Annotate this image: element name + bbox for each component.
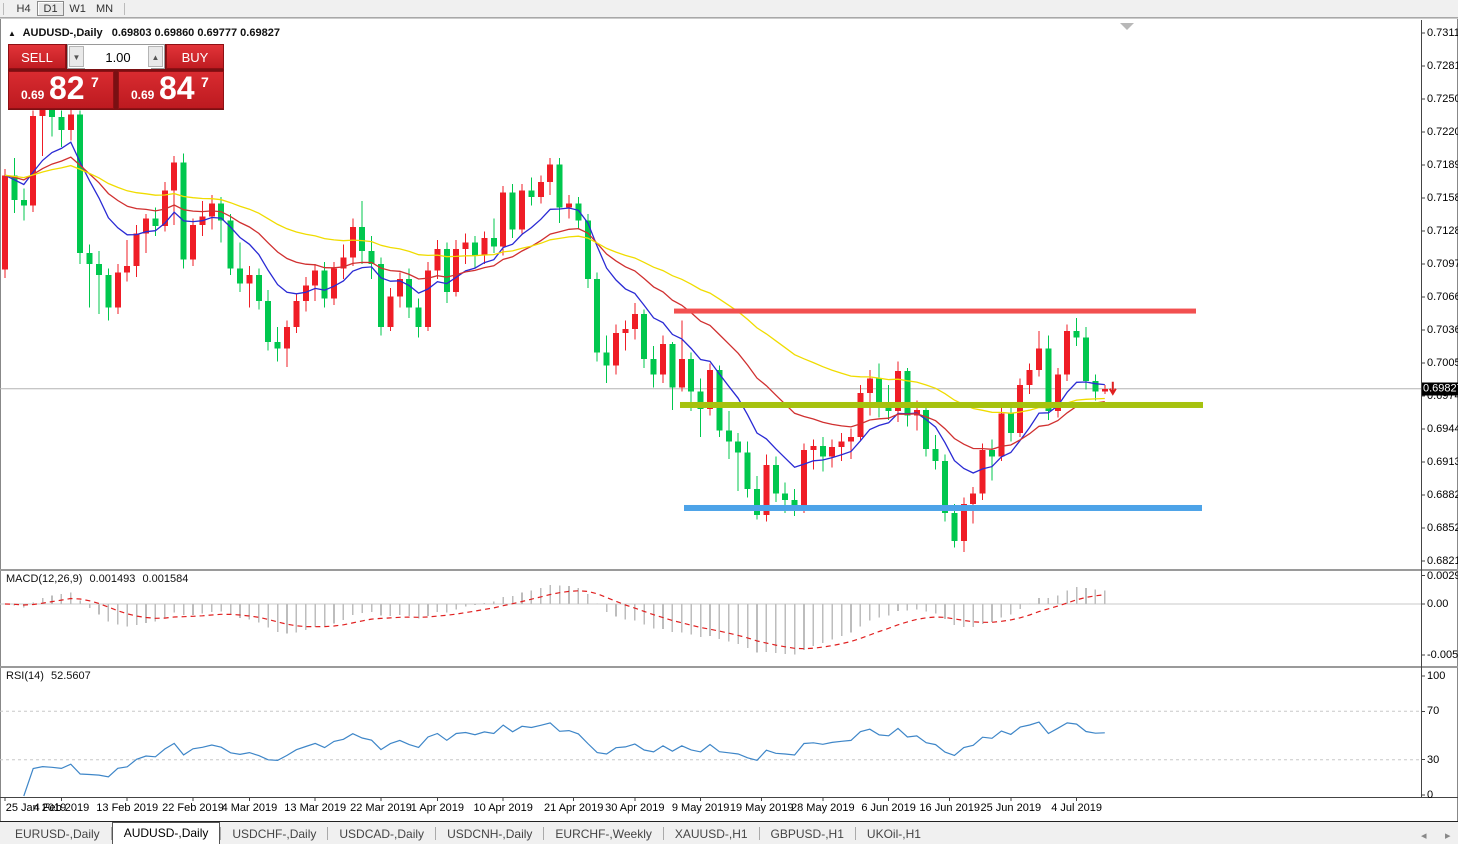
macd-value-signal: 0.001584: [142, 573, 189, 585]
chart-tab-UKOil-H1[interactable]: UKOil-,H1: [866, 827, 921, 841]
date-axis-label: 22 Mar 2019: [350, 802, 412, 814]
sell-price-pip: 7: [91, 74, 99, 90]
timeframe-button-W1[interactable]: W1: [69, 3, 86, 15]
collapse-triangle-icon[interactable]: ▲: [8, 29, 16, 38]
date-axis-label: 10 Apr 2019: [473, 802, 533, 814]
chart-tab-USDCNH-Daily[interactable]: USDCNH-,Daily: [447, 827, 533, 841]
chart-symbol-label: AUDUSD-,Daily: [22, 27, 103, 39]
macd-axis-label: 0.00: [1427, 598, 1449, 610]
tab-separator: [543, 827, 545, 840]
sell-price-main: 82: [49, 70, 85, 106]
chart-tab-AUDUSD-Daily[interactable]: AUDUSD-,Daily: [111, 822, 221, 844]
chart-tab-GBPUSD-H1[interactable]: GBPUSD-,H1: [770, 827, 844, 841]
macd-axis-label: -0.005256: [1427, 649, 1458, 661]
volume-decrease-icon[interactable]: ▼: [69, 46, 84, 67]
date-axis-label: 9 May 2019: [671, 802, 730, 814]
date-axis-label: 13 Mar 2019: [284, 802, 347, 814]
tab-scroll-left-icon[interactable]: ◂: [1421, 830, 1427, 842]
buy-button[interactable]: BUY: [166, 44, 224, 69]
rsi-label: RSI(14) 52.5607: [6, 670, 91, 682]
chart-caption: ▲ AUDUSD-,Daily 0.69803 0.69860 0.69777 …: [8, 27, 280, 39]
price-axis-label: 0.73115: [1427, 27, 1458, 39]
rsi-axis-label: 70: [1427, 705, 1440, 718]
date-axis-label: 4 Mar 2019: [221, 802, 278, 814]
macd-axis-label: 0.002984: [1427, 569, 1458, 582]
tab-separator: [220, 827, 222, 840]
date-axis-label: 28 May 2019: [790, 802, 855, 814]
tab-separator: [435, 827, 437, 840]
chart-ohlc-values: 0.69803 0.69860 0.69777 0.69827: [111, 27, 280, 39]
date-axis-label: 4 Jul 2019: [1051, 802, 1102, 814]
toolbar-separator: [124, 3, 126, 16]
buy-price-main: 84: [159, 70, 195, 106]
sell-price-button[interactable]: 0.69 82 7: [8, 70, 114, 109]
tab-separator: [327, 827, 329, 840]
chart-tab-EURUSD-Daily[interactable]: EURUSD-,Daily: [15, 827, 100, 841]
date-axis-label: 6 Jun 2019: [861, 802, 916, 814]
sell-price-prefix: 0.69: [21, 88, 45, 102]
buy-price-prefix: 0.69: [131, 88, 155, 102]
timeframe-button-H4[interactable]: H4: [16, 3, 31, 15]
current-price-label: 0.69827: [1422, 382, 1458, 396]
tab-separator: [758, 827, 760, 840]
date-axis-label: 21 Apr 2019: [544, 802, 604, 814]
date-axis-label: 16 Jun 2019: [919, 802, 980, 814]
price-axis-label: 0.68825: [1427, 489, 1458, 501]
macd-label: MACD(12,26,9) 0.001493 0.001584: [6, 573, 189, 585]
date-axis-label: 30 Apr 2019: [605, 802, 665, 814]
price-axis-label: 0.70665: [1427, 291, 1458, 303]
chart-tab-XAUUSD-H1[interactable]: XAUUSD-,H1: [674, 827, 748, 841]
date-axis-label: 19 May 2019: [729, 802, 794, 814]
buy-price-pip: 7: [201, 74, 209, 90]
date-axis-label: 1 Apr 2019: [410, 802, 464, 814]
tab-scroll-right-icon[interactable]: ▸: [1445, 830, 1451, 842]
date-axis-label: 25 Jun 2019: [980, 802, 1042, 814]
chart-tab-USDCHF-Daily[interactable]: USDCHF-,Daily: [232, 827, 317, 841]
date-axis-label: 13 Feb 2019: [96, 802, 159, 814]
rsi-axis-label: 0: [1427, 789, 1434, 801]
date-axis-label: 25 Jan 2019: [5, 802, 67, 814]
timeframe-button-MN[interactable]: MN: [96, 3, 114, 15]
tab-separator: [854, 827, 856, 840]
tab-separator: [662, 827, 664, 840]
price-axis-label: 0.71585: [1427, 192, 1458, 204]
chart-tab-USDCAD-Daily[interactable]: USDCAD-,Daily: [339, 827, 425, 841]
timeframe-button-D1[interactable]: D1: [37, 1, 65, 16]
volume-input[interactable]: [85, 46, 151, 69]
tab-separator: [110, 827, 112, 840]
chart-tab-bar: EURUSD-,Daily AUDUSD-,Daily USDCHF-,Daily U…: [0, 821, 1458, 844]
toolbar-separator: [3, 3, 4, 16]
rsi-value: 52.5607: [50, 670, 91, 682]
sell-button[interactable]: SELL: [8, 44, 66, 69]
buy-price-button[interactable]: 0.69 84 7: [118, 70, 224, 109]
macd-value-main: 0.001493: [89, 573, 136, 585]
volume-spinner: ▼ ▲: [67, 44, 165, 69]
one-click-trading-panel: SELL ▼ ▲ BUY 0.69 82 7 0.69 84 7: [8, 44, 224, 110]
price-axis-label: 0.72505: [1427, 93, 1458, 105]
chart-tab-EURCHF-Weekly[interactable]: EURCHF-,Weekly: [555, 827, 652, 841]
date-axis-label: 22 Feb 2019: [162, 802, 224, 814]
date-axis-label: 4 Feb 2019: [33, 802, 90, 814]
rsi-axis-label: 100: [1427, 670, 1446, 682]
rsi-axis-label: 30: [1427, 753, 1440, 766]
volume-increase-icon[interactable]: ▲: [148, 46, 163, 67]
